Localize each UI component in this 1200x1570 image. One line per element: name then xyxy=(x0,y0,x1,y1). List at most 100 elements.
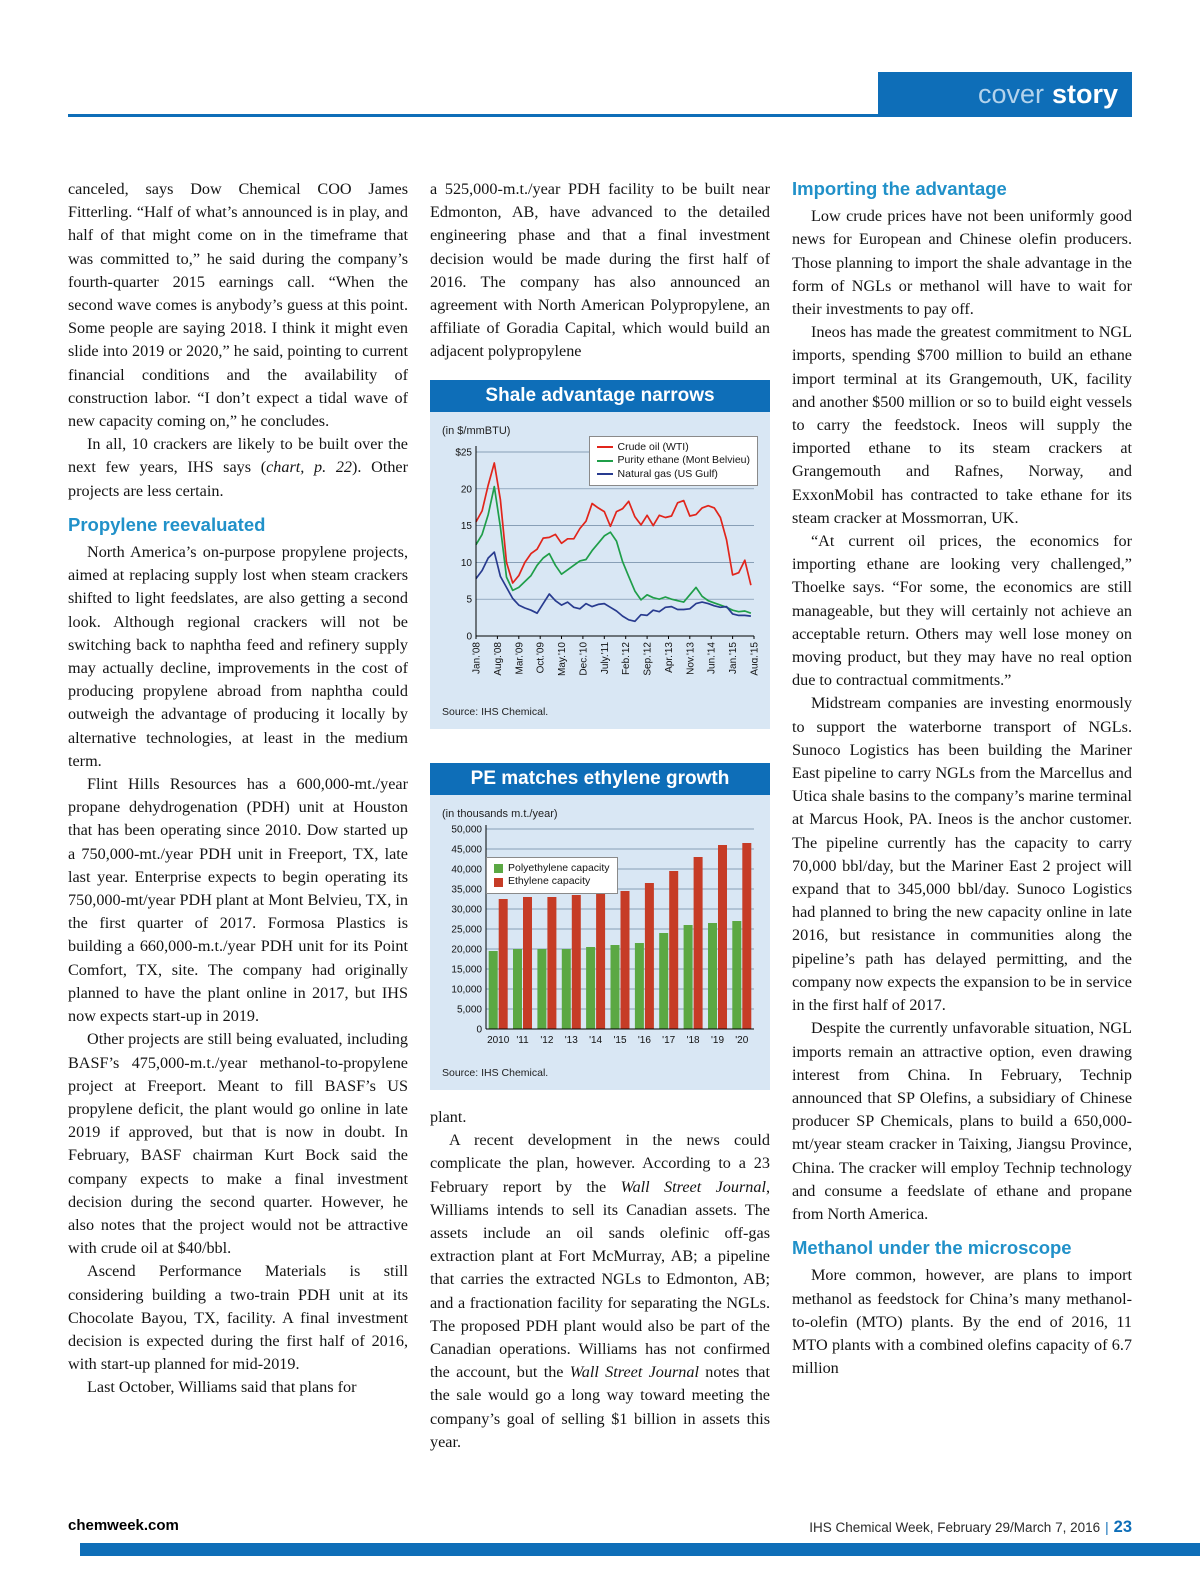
svg-text:50,000: 50,000 xyxy=(451,824,482,835)
paragraph: Other projects are still being evaluated… xyxy=(68,1030,408,1258)
paragraph: Flint Hills Resources has a 600,000-mt./… xyxy=(68,775,408,1026)
svg-text:Oct.'09: Oct.'09 xyxy=(536,641,547,673)
paragraph: Ineos has made the greatest commitment t… xyxy=(792,323,1132,527)
svg-text:Feb.'12: Feb.'12 xyxy=(621,641,632,674)
svg-text:Aug.'15: Aug.'15 xyxy=(750,641,759,675)
svg-text:25,000: 25,000 xyxy=(451,924,482,935)
section-heading: Importing the advantage xyxy=(792,178,1007,199)
chart-source: Source: IHS Chemical. xyxy=(442,1066,549,1079)
svg-text:15: 15 xyxy=(461,521,473,532)
svg-text:Nov.'13: Nov.'13 xyxy=(685,641,696,674)
chart-title: PE matches ethylene growth xyxy=(430,762,770,795)
svg-text:Jun.'14: Jun.'14 xyxy=(707,641,718,673)
svg-text:5,000: 5,000 xyxy=(457,1004,482,1015)
banner-word-cover: cover xyxy=(977,79,1044,109)
svg-text:10: 10 xyxy=(461,558,473,569)
chart-body: (in $/mmBTU) Crude oil (WTI) Purity ethan… xyxy=(430,411,770,729)
footer-page-number: 23 xyxy=(1113,1518,1132,1536)
svg-text:20: 20 xyxy=(461,484,473,495)
svg-text:'20: '20 xyxy=(735,1035,748,1046)
header-rule xyxy=(68,114,1132,117)
svg-text:'14: '14 xyxy=(589,1035,602,1046)
paragraph: canceled, says Dow Chemical COO James Fi… xyxy=(68,180,408,431)
paragraph: Midstream companies are investing enormo… xyxy=(792,694,1132,1015)
footer-issue-text: IHS Chemical Week, February 29/March 7, … xyxy=(809,1520,1101,1535)
paragraph: Despite the currently unfavorable situat… xyxy=(792,1019,1132,1223)
svg-text:'12: '12 xyxy=(540,1035,553,1046)
bottom-accent-bar xyxy=(80,1543,1200,1556)
paragraph: More common, however, are plans to impor… xyxy=(792,1266,1132,1378)
legend-item: Natural gas (US Gulf) xyxy=(596,468,750,482)
chart-legend: Crude oil (WTI) Purity ethane (Mont Belvi… xyxy=(588,435,758,487)
legend-swatch xyxy=(494,864,503,874)
svg-text:5: 5 xyxy=(466,594,472,605)
paragraph: plant. xyxy=(430,1108,467,1127)
svg-text:July.'11: July.'11 xyxy=(600,641,611,674)
svg-text:0: 0 xyxy=(466,631,472,642)
svg-text:'19: '19 xyxy=(711,1035,724,1046)
legend-swatch xyxy=(494,877,503,887)
cover-story-banner: cover story xyxy=(878,72,1132,117)
banner-word-story: story xyxy=(1051,79,1118,109)
section-heading: Propylene reevaluated xyxy=(68,513,266,535)
svg-text:10,000: 10,000 xyxy=(451,984,482,995)
paragraph: North America’s on-purpose propylene pro… xyxy=(68,543,408,770)
chart-source: Source: IHS Chemical. xyxy=(442,705,549,718)
paragraph: Ascend Performance Materials is still co… xyxy=(68,1262,408,1374)
chart-unit-label: (in $/mmBTU) xyxy=(442,424,511,437)
legend-swatch xyxy=(596,473,613,476)
legend-swatch xyxy=(596,459,613,462)
svg-text:Mar.'09: Mar.'09 xyxy=(514,641,525,674)
column-left: canceled, says Dow Chemical COO James Fi… xyxy=(68,178,408,1400)
legend-item: Purity ethane (Mont Belvieu) xyxy=(596,454,750,468)
column-right: Importing the advantage Low crude prices … xyxy=(792,178,1132,1380)
footer-divider: | xyxy=(1105,1520,1109,1535)
svg-text:May.'10: May.'10 xyxy=(557,641,568,675)
svg-text:Aug.'08: Aug.'08 xyxy=(493,641,504,675)
svg-text:20,000: 20,000 xyxy=(451,944,482,955)
section-heading: Methanol under the microscope xyxy=(792,1237,1072,1259)
paragraph: Low crude prices have not been uniformly… xyxy=(792,207,1132,318)
svg-text:Jan.'08: Jan.'08 xyxy=(472,641,483,673)
footer-issue-info: IHS Chemical Week, February 29/March 7, … xyxy=(809,1518,1132,1537)
paragraph: In all, 10 crackers are likely to be bui… xyxy=(68,435,409,500)
svg-text:35,000: 35,000 xyxy=(451,884,482,895)
column-middle-bottom-text: plant. A recent development in the news c… xyxy=(430,1106,770,1454)
svg-text:0: 0 xyxy=(476,1024,482,1035)
chart-shale-advantage-narrows: Shale advantage narrows (in $/mmBTU) Cru… xyxy=(430,379,770,729)
footer-site-text: chemweek.com xyxy=(68,1517,179,1534)
chart-pe-matches-ethylene-growth: PE matches ethylene growth (in thousands… xyxy=(430,762,770,1091)
svg-text:15,000: 15,000 xyxy=(451,964,482,975)
svg-text:Apr.'13: Apr.'13 xyxy=(664,641,675,672)
chart-unit-label: (in thousands m.t./year) xyxy=(442,807,558,820)
paragraph: a 525,000-m.t./year PDH facility to be b… xyxy=(430,180,770,361)
svg-text:40,000: 40,000 xyxy=(451,864,482,875)
legend-item: Polyethylene capacity xyxy=(494,862,610,876)
paragraph: “At current oil prices, the economics fo… xyxy=(792,532,1132,690)
svg-text:'18: '18 xyxy=(687,1035,700,1046)
svg-text:'13: '13 xyxy=(565,1035,578,1046)
svg-text:30,000: 30,000 xyxy=(451,904,482,915)
chart-body: (in thousands m.t./year) Polyethylene ca… xyxy=(430,794,770,1091)
bar-chart-plot: 0 5,000 10,000 15,000 20,000 25,000 30,000 35,0… xyxy=(451,824,754,1046)
svg-text:Jan.'15: Jan.'15 xyxy=(728,641,739,673)
svg-text:2010: 2010 xyxy=(487,1035,510,1046)
svg-text:45,000: 45,000 xyxy=(451,844,482,855)
svg-text:Sep.'12: Sep.'12 xyxy=(643,641,654,675)
legend-swatch xyxy=(596,446,613,449)
paragraph: A recent development in the news could c… xyxy=(430,1131,770,1451)
legend-item: Crude oil (WTI) xyxy=(596,441,750,455)
svg-text:'11: '11 xyxy=(516,1035,529,1046)
chart-legend: Polyethylene capacity Ethylene capacity xyxy=(486,856,618,894)
column-middle-top-text: a 525,000-m.t./year PDH facility to be b… xyxy=(430,178,770,364)
column-middle: a 525,000-m.t./year PDH facility to be b… xyxy=(430,178,770,1454)
svg-text:$25: $25 xyxy=(455,447,472,458)
svg-text:'17: '17 xyxy=(662,1035,675,1046)
legend-item: Ethylene capacity xyxy=(494,875,610,889)
svg-text:'15: '15 xyxy=(613,1035,626,1046)
svg-text:Dec.'10: Dec.'10 xyxy=(578,641,589,675)
svg-text:'16: '16 xyxy=(638,1035,651,1046)
chart-title: Shale advantage narrows xyxy=(430,379,770,412)
